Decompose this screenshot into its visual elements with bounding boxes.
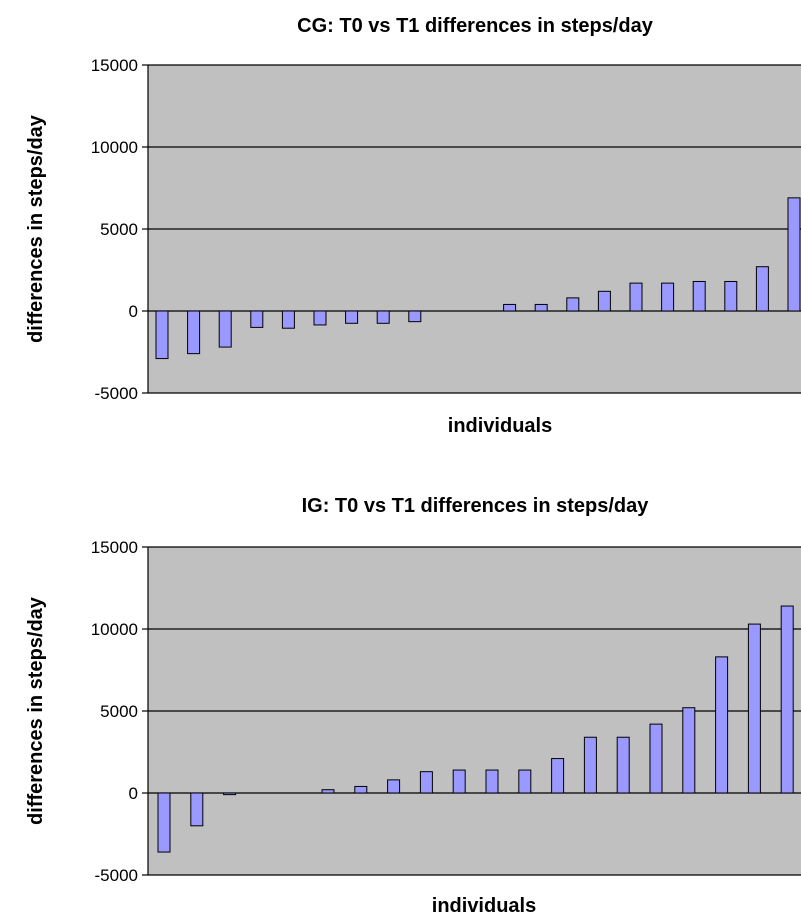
chart-ig-bar — [616, 736, 630, 794]
chart-ig-x-axis-label: individuals — [432, 895, 536, 917]
chart-ig-title: IG: T0 vs T1 differences in steps/day — [302, 495, 650, 517]
chart-cg-bar — [187, 310, 201, 355]
chart-cg-y-tick-label: 15000 — [91, 56, 138, 75]
chart-ig-bar — [452, 769, 466, 794]
chart-ig-bar — [387, 779, 401, 794]
chart-cg-bar — [692, 280, 706, 312]
chart-cg-y-tick-label: 5000 — [100, 220, 138, 239]
chart-ig-bar — [485, 769, 499, 794]
chart-cg-bars — [155, 197, 801, 360]
chart-cg-bar — [787, 197, 801, 312]
chart-cg-bar — [281, 310, 295, 329]
chart-cg-bar — [155, 310, 169, 360]
chart-cg-bar — [250, 310, 264, 328]
chart-ig-bar — [780, 605, 794, 794]
chart-cg-bar — [408, 310, 422, 323]
chart-ig-y-tick-label: -5000 — [95, 866, 138, 885]
chart-cg-gridlines — [142, 64, 801, 394]
chart-ig-bar — [583, 736, 597, 794]
chart-ig-bar — [157, 792, 171, 853]
chart-ig-bar — [518, 769, 532, 794]
chart-ig-y-tick-label: 0 — [129, 784, 138, 803]
chart-ig-y-tick-label: 5000 — [100, 702, 138, 721]
chart-ig-bar — [715, 656, 729, 794]
chart-ig-bar — [321, 789, 335, 794]
chart-cg-x-axis-label: individuals — [448, 415, 552, 437]
chart-ig-bar — [419, 771, 433, 794]
chart-ig: IG: T0 vs T1 differences in steps/day 15… — [25, 495, 801, 917]
chart-cg-y-tick-label: 10000 — [91, 138, 138, 157]
chart-cg: CG: T0 vs T1 differences in steps/day 15… — [25, 15, 801, 437]
chart-cg-y-tick-label: -5000 — [95, 384, 138, 403]
chart-cg-title: CG: T0 vs T1 differences in steps/day — [297, 15, 654, 37]
chart-cg-bar — [597, 290, 611, 312]
chart-ig-bar — [190, 792, 204, 827]
chart-cg-bar — [534, 303, 548, 312]
chart-cg-bar — [218, 310, 232, 348]
chart-cg-bar — [313, 310, 327, 326]
chart-ig-y-tick-label: 10000 — [91, 620, 138, 639]
chart-cg-y-axis-label: differences in steps/day — [25, 114, 47, 343]
chart-ig-bar — [223, 792, 237, 796]
chart-cg-bar — [629, 282, 643, 312]
chart-cg-bar — [724, 280, 738, 312]
chart-ig-y-tick-labels: 15000 10000 5000 0 -5000 — [91, 538, 138, 885]
chart-ig-bar — [682, 707, 696, 794]
chart-ig-bars — [157, 605, 794, 853]
chart-cg-bar — [503, 303, 517, 312]
chart-ig-bar — [747, 623, 761, 794]
chart-ig-y-axis-label: differences in steps/day — [25, 596, 47, 825]
chart-cg-bar — [566, 297, 580, 312]
chart-cg-bar — [755, 266, 769, 312]
chart-ig-bar — [551, 758, 565, 794]
chart-cg-bar — [661, 282, 675, 312]
chart-cg-y-tick-labels: 15000 10000 5000 0 -5000 — [91, 56, 138, 403]
chart-ig-y-tick-label: 15000 — [91, 538, 138, 557]
chart-cg-bar — [345, 310, 359, 324]
chart-ig-bar — [354, 785, 368, 794]
chart-ig-bar — [649, 723, 663, 794]
chart-cg-y-tick-label: 0 — [129, 302, 138, 321]
chart-cg-bar — [376, 310, 390, 324]
